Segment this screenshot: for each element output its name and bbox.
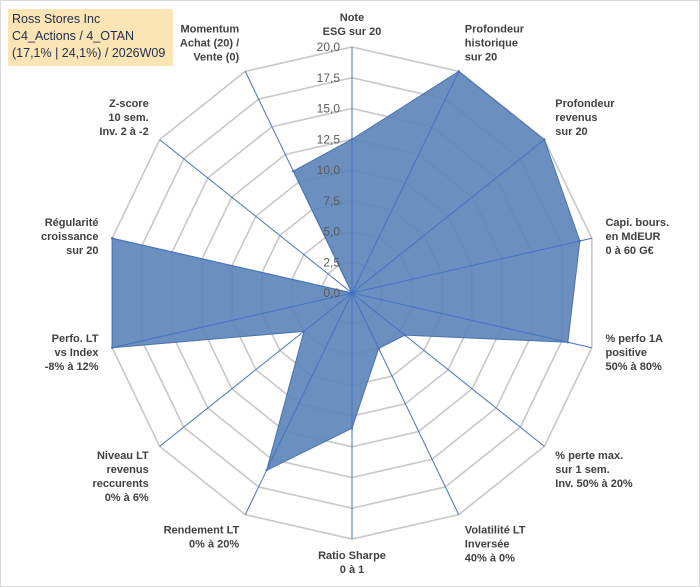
axis-label-line: Ratio Sharpe bbox=[318, 550, 386, 562]
axis-label-line: 0% à 6% bbox=[105, 492, 149, 504]
axis-label-line: Profondeur bbox=[465, 24, 525, 36]
axis-label-line: sur 20 bbox=[66, 245, 98, 257]
axis-line bbox=[351, 139, 545, 294]
axis-label-line: Inv. 2 à -2 bbox=[99, 126, 148, 138]
axis-line bbox=[351, 237, 592, 294]
axis-label-line: Régularité bbox=[45, 217, 99, 229]
tick-label: 10,0 bbox=[317, 163, 341, 177]
axis-label: Volatilité LT Inversée 40% à 0% bbox=[465, 524, 526, 564]
axis-label-line: Vente (0) bbox=[193, 52, 239, 64]
tick-label: 7,5 bbox=[323, 194, 340, 208]
tick-label: 20,0 bbox=[317, 40, 341, 54]
series-area bbox=[111, 70, 581, 472]
axis-line bbox=[159, 292, 353, 447]
axis-label: % perte max. sur 1 sem. Inv. 50% à 20% bbox=[555, 450, 633, 490]
axis-label-line: revenus bbox=[107, 464, 149, 476]
radar-axis-labels: Note ESG sur 20 Profondeur historique sur 20… bbox=[41, 12, 669, 576]
axis-label-line: 50% à 80% bbox=[605, 361, 661, 373]
axis-line bbox=[244, 292, 353, 515]
axis-label-line: % perte max. bbox=[555, 450, 623, 462]
axis-label-line: Perfo. LT bbox=[52, 333, 99, 345]
axis-label: Perfo. LT vs Index -8% à 12% bbox=[45, 333, 100, 373]
radar-series bbox=[110, 70, 582, 472]
axis-label-line: Volatilité LT bbox=[465, 524, 526, 536]
tick-label: 5,0 bbox=[323, 225, 340, 239]
axis-label-line: croissance bbox=[41, 231, 98, 243]
axis-label: Profondeur revenus sur 20 bbox=[555, 98, 615, 138]
axis-label-line: Capi. bours. bbox=[605, 217, 669, 229]
radar-axes bbox=[112, 47, 592, 539]
axis-label-line: en MdEUR bbox=[605, 231, 660, 243]
chart-title-stats: (17,1% | 24,1%) / 2026W09 bbox=[12, 46, 166, 60]
axis-label-line: Niveau LT bbox=[97, 450, 149, 462]
axis-label: Ratio Sharpe 0 à 1 bbox=[318, 550, 386, 576]
axis-label-line: Rendement LT bbox=[164, 524, 240, 536]
axis-label-line: Z-score bbox=[109, 98, 149, 110]
tick-label: 17,5 bbox=[317, 71, 341, 85]
axis-label-line: revenus bbox=[555, 112, 597, 124]
axis-label-line: sur 20 bbox=[465, 52, 497, 64]
axis-label: Profondeur historique sur 20 bbox=[465, 24, 525, 64]
axis-label-line: Inv. 50% à 20% bbox=[555, 478, 633, 490]
axis-label-line: 0 à 1 bbox=[340, 564, 364, 576]
axis-label-line: positive bbox=[605, 347, 647, 359]
axis-label-line: Momentum bbox=[181, 24, 240, 36]
axis-label-line: -8% à 12% bbox=[45, 361, 99, 373]
axis-line bbox=[244, 71, 353, 294]
axis-label-line: vs Index bbox=[54, 347, 99, 359]
axis-label: Niveau LT revenus reccurents 0% à 6% bbox=[92, 450, 149, 504]
axis-line bbox=[112, 292, 353, 349]
chart-title-box: Ross Stores Inc C4_Actions / 4_OTAN (17,… bbox=[8, 9, 173, 66]
axis-line bbox=[351, 71, 460, 294]
tick-label: 12,5 bbox=[317, 132, 341, 146]
tick-label: 2,5 bbox=[323, 255, 340, 269]
axis-label-line: 40% à 0% bbox=[465, 552, 515, 564]
axis-label: Rendement LT 0% à 20% bbox=[164, 524, 240, 550]
tick-label: 15,0 bbox=[317, 102, 341, 116]
axis-label-line: 10 sem. bbox=[108, 112, 148, 124]
axis-line bbox=[112, 237, 353, 294]
axis-line bbox=[351, 292, 592, 349]
axis-label-line: sur 1 sem. bbox=[555, 464, 609, 476]
axis-label-line: Achat (20) / bbox=[180, 38, 239, 50]
axis-label: Z-score 10 sem. Inv. 2 à -2 bbox=[99, 98, 148, 138]
axis-label-line: Inversée bbox=[465, 538, 510, 550]
axis-label-line: Note bbox=[340, 12, 364, 24]
axis-label-line: 0% à 20% bbox=[189, 538, 239, 550]
axis-label-line: reccurents bbox=[92, 478, 148, 490]
axis-label: Capi. bours. en MdEUR 0 à 60 G€ bbox=[605, 217, 669, 257]
axis-label-line: % perfo 1A bbox=[605, 333, 663, 345]
axis-line bbox=[351, 292, 545, 447]
axis-label-line: Profondeur bbox=[555, 98, 615, 110]
axis-label: % perfo 1A positive 50% à 80% bbox=[605, 333, 663, 373]
axis-label: Régularité croissance sur 20 bbox=[41, 217, 98, 257]
axis-label-line: 0 à 60 G€ bbox=[605, 245, 653, 257]
radar-tick-labels: 0,0 2,5 5,0 7,5 10,0 12,5 15,0 17,5 20,0 bbox=[317, 40, 341, 300]
tick-label: 0,0 bbox=[323, 286, 340, 300]
chart-title-company: Ross Stores Inc bbox=[12, 12, 101, 26]
axis-label-line: ESG sur 20 bbox=[323, 26, 382, 38]
chart-title-category: C4_Actions / 4_OTAN bbox=[12, 29, 135, 43]
axis-line bbox=[159, 139, 353, 294]
axis-label-line: sur 20 bbox=[555, 126, 587, 138]
axis-label-line: historique bbox=[465, 38, 518, 50]
axis-label: Note ESG sur 20 bbox=[323, 12, 382, 38]
axis-line bbox=[351, 292, 460, 515]
axis-label: Momentum Achat (20) / Vente (0) bbox=[180, 24, 240, 64]
